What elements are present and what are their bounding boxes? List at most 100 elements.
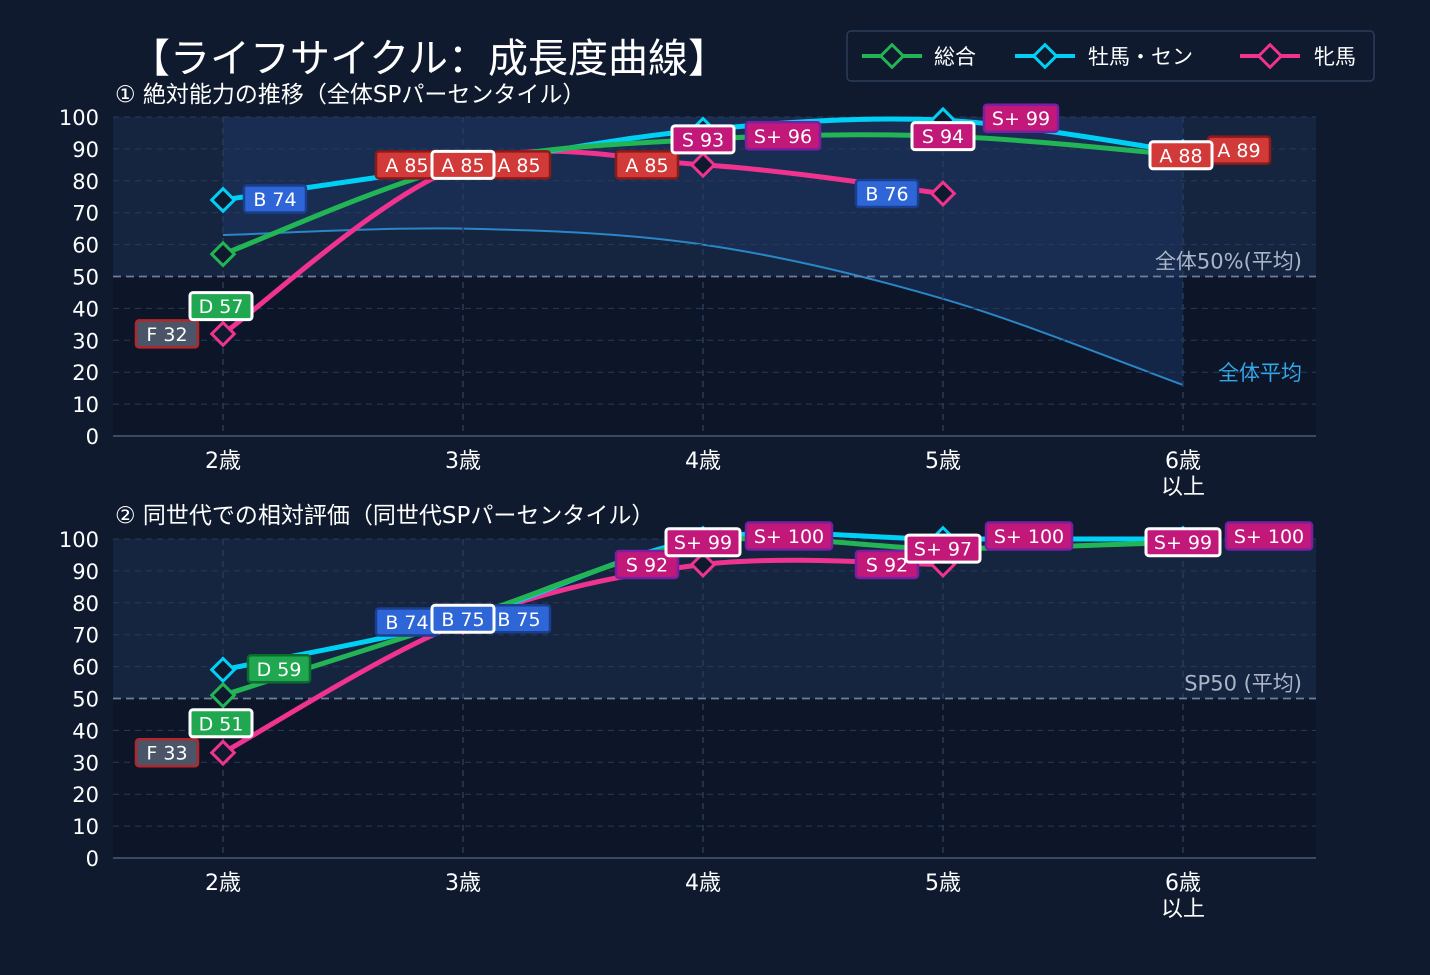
series-line xyxy=(220,148,946,337)
value-label: A 85 xyxy=(625,155,668,177)
x-tick-label: 2歳 xyxy=(205,871,241,896)
value-label-box xyxy=(614,150,680,180)
legend-marker-male xyxy=(1031,42,1059,70)
y-tick-label: 100 xyxy=(59,528,99,552)
value-label: D 59 xyxy=(257,659,302,681)
series-marker xyxy=(689,551,717,578)
series-line xyxy=(220,557,946,756)
value-label: S 93 xyxy=(682,129,724,151)
y-tick-label: 0 xyxy=(86,847,99,871)
value-label: F 33 xyxy=(146,743,187,765)
value-label: A 85 xyxy=(385,155,428,177)
value-label-box xyxy=(1144,527,1222,558)
legend: 総合 牡馬・セン 牝馬 xyxy=(846,30,1375,82)
y-tick-label: 50 xyxy=(72,266,99,290)
legend-marker-overall xyxy=(878,42,906,70)
value-label-box xyxy=(430,603,496,634)
value-label: S+ 96 xyxy=(754,126,812,148)
y-tick-label: 50 xyxy=(72,688,99,712)
y-tick-label: 40 xyxy=(72,297,99,321)
y-tick-label: 30 xyxy=(72,329,99,353)
value-label: S 92 xyxy=(626,555,668,577)
value-label-box xyxy=(670,124,736,155)
series-marker xyxy=(209,656,237,684)
y-tick-label: 20 xyxy=(72,361,99,385)
y-tick-label: 10 xyxy=(72,815,99,839)
value-label-box xyxy=(854,549,920,580)
legend-item-female: 牝馬 xyxy=(1240,42,1356,70)
y-tick-label: 40 xyxy=(72,719,99,743)
series-marker xyxy=(929,180,957,207)
value-label-box xyxy=(188,708,254,739)
x-tick-label: 以上 xyxy=(1161,475,1205,500)
value-label: A 85 xyxy=(497,155,540,177)
value-label: S+ 99 xyxy=(1154,532,1212,554)
x-tick-label: 4歳 xyxy=(685,449,721,474)
panel-absolute: 全体平均 全体50%(平均) 0 10 20 30 40 50 60 70 80 90 100 2歳 3歳 4… xyxy=(59,103,1316,500)
y-tick-label: 70 xyxy=(72,624,99,648)
value-label-box xyxy=(614,549,680,580)
value-label: B 74 xyxy=(385,612,428,634)
value-label-box xyxy=(134,319,200,349)
value-label-box xyxy=(430,149,496,180)
panel1-title: ① 絶対能力の推移（全体SPパーセンタイル） xyxy=(115,82,585,108)
x-tick-label: 以上 xyxy=(1161,897,1205,922)
value-label-box xyxy=(1224,521,1314,551)
legend-item-male: 牡馬・セン xyxy=(1015,42,1193,70)
panel2-title: ② 同世代での相対評価（同世代SPパーセンタイル） xyxy=(115,503,654,529)
value-label: S+ 99 xyxy=(992,108,1050,130)
chart-title: 【ライフサイクル：成長度曲線】 xyxy=(130,36,728,82)
x-tick-label: 6歳 xyxy=(1165,449,1201,474)
value-label-box xyxy=(664,527,742,558)
y-tick-label: 10 xyxy=(72,393,99,417)
value-label: S 94 xyxy=(922,126,964,148)
value-label-box xyxy=(910,121,976,152)
y-tick-label: 20 xyxy=(72,783,99,807)
value-label: S+ 100 xyxy=(994,526,1064,548)
value-label: S+ 100 xyxy=(754,526,824,548)
x-tick-label: 4歳 xyxy=(685,871,721,896)
series-marker xyxy=(209,739,237,767)
series-marker xyxy=(209,681,237,709)
series-marker xyxy=(209,240,237,268)
series-marker xyxy=(689,151,717,179)
value-label-box xyxy=(134,737,200,768)
value-label: S 92 xyxy=(866,555,908,577)
value-label-box xyxy=(188,291,254,322)
legend-item-overall: 総合 xyxy=(862,42,976,70)
plot-lower-band xyxy=(113,698,1316,858)
value-label-box xyxy=(904,533,982,564)
reference-line-label: SP50 (平均) xyxy=(1184,672,1302,696)
y-tick-label: 30 xyxy=(72,751,99,775)
value-label-box xyxy=(744,121,822,151)
panel-relative: SP50 (平均) 0 10 20 30 40 50 60 70 80 90 100 2歳 3歳 4歳 5歳 6… xyxy=(59,521,1316,922)
value-label: A 88 xyxy=(1159,145,1202,167)
value-label: D 51 xyxy=(199,713,244,735)
value-label-box xyxy=(854,178,920,209)
x-tick-label: 3歳 xyxy=(445,449,481,474)
legend-label-male: 牡馬・セン xyxy=(1088,45,1193,69)
y-tick-label: 60 xyxy=(72,656,99,680)
value-label: A 89 xyxy=(1217,140,1260,162)
value-label-box xyxy=(1148,140,1214,171)
y-tick-label: 60 xyxy=(72,234,99,258)
average-curve xyxy=(222,227,1184,386)
x-tick-label: 2歳 xyxy=(205,449,241,474)
x-tick-label: 6歳 xyxy=(1165,871,1201,896)
value-label: B 74 xyxy=(253,189,296,211)
y-tick-label: 80 xyxy=(72,170,99,194)
value-label: B 76 xyxy=(865,184,908,206)
legend-marker-female xyxy=(1256,42,1284,70)
legend-box xyxy=(846,30,1375,82)
value-label: S+ 97 xyxy=(914,539,972,561)
x-tick-label: 3歳 xyxy=(445,871,481,896)
legend-label-female: 牝馬 xyxy=(1314,45,1356,69)
value-label-box xyxy=(246,654,312,684)
value-label-box xyxy=(242,184,308,214)
value-label-box xyxy=(984,521,1074,551)
x-tick-label: 5歳 xyxy=(925,871,961,896)
y-tick-label: 100 xyxy=(59,106,99,130)
y-tick-label: 0 xyxy=(86,425,99,449)
series-marker xyxy=(209,320,237,348)
